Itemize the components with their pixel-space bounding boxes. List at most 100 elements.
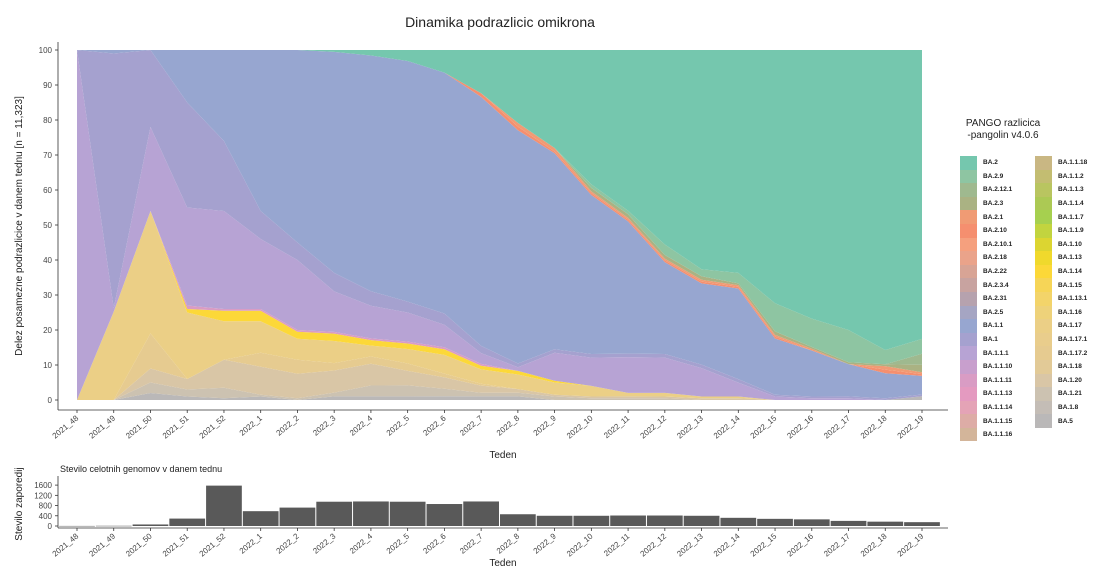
legend-key [960,251,977,265]
legend-key [960,169,977,184]
legend-label: BA.1.1.16 [983,431,1013,439]
legend-label: BA.1.18 [1058,363,1082,371]
bar-x-tick-label: 2022_5 [385,531,412,555]
bar-x-tick-label: 2022_11 [602,531,632,558]
bar-2022_1 [242,511,279,526]
x-tick-label: 2022_16 [785,413,815,440]
legend-label: BA.1.1.1 [983,349,1009,357]
legend-label: BA.2.1 [983,213,1004,221]
bar-2021_48 [59,525,95,527]
x-tick-label: 2022_7 [458,413,485,437]
legend-label: BA.1.1.4 [1058,200,1084,208]
legend-key [1035,373,1052,388]
legend-item-ba-1-1-15: BA.1.1.15 [960,414,1035,428]
legend-label: BA.1.17.1 [1058,336,1088,344]
legend-label: BA.1.14 [1058,268,1082,276]
bar-x-tick-label: 2022_9 [532,531,559,555]
bar-2022_13 [683,515,720,526]
bar-x-tick-label: 2022_3 [311,531,338,555]
x-tick-label: 2022_13 [675,413,705,440]
legend-label: BA.1.13.1 [1058,295,1088,303]
legend-label: BA.2.3.4 [983,281,1009,289]
bar-2021_51 [169,518,206,526]
legend-item-ba-1-8: BA.1.8 [1035,400,1110,415]
area-ba-2-9 [77,50,922,365]
bar-2022_3 [316,501,353,526]
legend-key [960,196,977,211]
legend-key [1035,183,1052,197]
area-ba-2 [77,50,922,350]
legend-key [1035,223,1052,238]
area-ba-1-20 [77,359,922,400]
legend-label: BA.1.1.10 [983,363,1013,371]
legend-label: BA.2.22 [983,268,1007,276]
bar-2022_12 [646,515,683,526]
y-tick-label: 80 [43,116,52,125]
legend-key [960,278,977,292]
legend-item-ba-2-3: BA.2.3 [960,196,1035,211]
legend-label: BA.2.3 [983,200,1004,208]
legend-key [960,264,977,279]
legend-item-ba-1-1-1: BA.1.1.1 [960,346,1035,360]
bar-x-tick-label: 2022_1 [238,531,265,555]
legend-key [960,305,977,320]
x-axis-label: Teden [489,450,516,461]
legend-item-ba-1-17-1: BA.1.17.1 [1035,332,1110,347]
bar-x-tick-label: 2022_6 [421,531,448,555]
legend-item-ba-5: BA.5 [1035,414,1110,428]
y-tick-label: 30 [43,291,52,300]
legend-item-ba-1-13-1: BA.1.13.1 [1035,291,1110,306]
legend-label: BA.1.21 [1058,390,1082,398]
legend-key [960,156,977,170]
legend-item-ba-2-10-1: BA.2.10.1 [960,237,1035,252]
legend-key [960,414,977,428]
legend-label: BA.2.31 [983,295,1007,303]
legend-key [1035,169,1052,184]
bar-x-tick-label: 2022_2 [274,531,301,555]
bar-y-tick-label: 1600 [34,481,52,490]
chart-title: Dinamika podrazlicic omikrona [405,14,595,30]
legend-key [1035,305,1052,320]
legend: PANGO razlicica -pangolin v4.0.6 BA.2 BA.… [960,118,1110,442]
area-ba-1 [77,50,922,400]
legend-item-ba-1-16: BA.1.16 [1035,305,1110,320]
bar-x-tick-label: 2022_10 [565,531,595,558]
legend-key [960,359,977,374]
y-tick-label: 40 [43,256,52,265]
bar-y-tick-label: 1200 [34,491,52,500]
legend-key [1035,237,1052,252]
bar-2022_6 [426,504,463,526]
legend-key [1035,291,1052,306]
legend-key [960,346,977,360]
legend-label: BA.2.10 [983,227,1007,235]
bar-chart-title: Stevilo celotnih genomov v danem tednu [60,464,222,474]
bar-2021_52 [206,485,242,526]
legend-label: BA.2.18 [983,254,1007,262]
legend-label: BA.2.10.1 [983,240,1013,248]
legend-label: BA.1 [983,336,998,344]
legend-key [1035,359,1052,374]
legend-label: BA.1.1.9 [1058,227,1084,235]
legend-columns: BA.2 BA.2.9 BA.2.12.1 BA.2.3 BA.2.1 BA.2.10 BA… [960,156,1110,442]
legend-item-ba-1-20: BA.1.20 [1035,373,1110,388]
legend-label: BA.1.1.7 [1058,213,1084,221]
area-ba-1-17-2 [77,333,922,400]
legend-key [960,223,977,238]
legend-key [1035,278,1052,292]
legend-key [1035,264,1052,279]
legend-label: BA.1.1.2 [1058,172,1084,180]
x-tick-label: 2022_4 [348,413,375,437]
bar-layers [59,485,940,527]
legend-label: BA.2.9 [983,172,1004,180]
legend-key [960,332,977,347]
x-tick-label: 2022_11 [602,413,632,440]
bar-x-tick-label: 2021_48 [51,531,81,558]
legend-key [960,427,977,442]
legend-label: BA.1.20 [1058,376,1082,384]
legend-item-ba-1-21: BA.1.21 [1035,387,1110,401]
y-tick-label: 100 [39,46,53,55]
x-tick-label: 2022_1 [238,413,265,437]
legend-label: BA.1.1.14 [983,403,1013,411]
bar-2022_14 [720,517,757,526]
legend-label: BA.1.17 [1058,322,1082,330]
